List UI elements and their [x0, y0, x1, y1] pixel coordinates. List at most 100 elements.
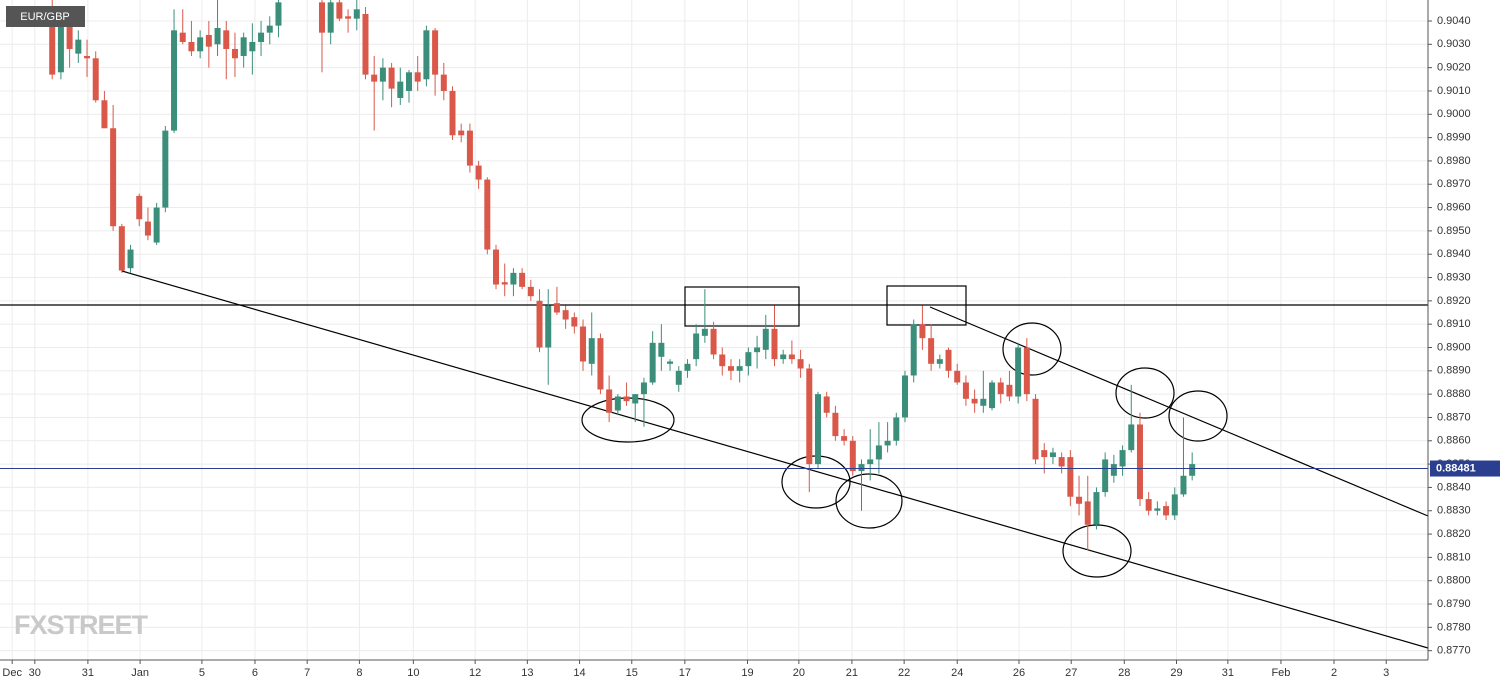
candle-body	[379, 67, 386, 82]
candle-body	[501, 282, 508, 285]
candle-body	[1015, 347, 1022, 397]
candle-body	[353, 9, 360, 19]
candle-body	[545, 305, 552, 348]
y-tick-label: 0.8770	[1437, 645, 1471, 657]
candle-body	[623, 396, 630, 402]
candle-body	[179, 32, 186, 42]
annotations	[0, 270, 1428, 649]
candle-body	[667, 361, 674, 364]
x-tick-label: 2	[1331, 667, 1337, 679]
candle-body	[57, 20, 64, 73]
candle-body	[902, 375, 909, 418]
candle-body	[867, 459, 874, 465]
x-tick-label: 3	[1383, 667, 1389, 679]
upper-trend-line	[929, 306, 1428, 517]
x-tick-label: 24	[951, 667, 963, 679]
candle-body	[1076, 496, 1083, 504]
last-price-label: 0.88481	[1436, 462, 1476, 474]
candle-body	[684, 363, 691, 371]
y-tick-label: 0.8920	[1437, 295, 1471, 307]
candle-body	[675, 370, 682, 385]
candle-body	[318, 2, 325, 33]
x-tick-label: 10	[407, 667, 419, 679]
y-tick-label: 0.8870	[1437, 411, 1471, 423]
ellipse-marker	[1168, 390, 1228, 442]
candle-body	[884, 440, 891, 446]
x-tick-label: 8	[356, 667, 362, 679]
candle-body	[197, 37, 204, 52]
candle-body	[771, 328, 778, 360]
candle-body	[371, 74, 378, 82]
ellipse-marker	[1002, 322, 1062, 376]
y-tick-label: 0.9040	[1437, 15, 1471, 27]
x-tick-label: 31	[82, 667, 94, 679]
candle-body	[484, 179, 491, 250]
candle-body	[1110, 464, 1117, 476]
candle-body	[893, 417, 900, 441]
box-marker	[684, 286, 800, 327]
candle-body	[1189, 464, 1196, 476]
candle-body	[640, 382, 647, 395]
y-tick-label: 0.9020	[1437, 62, 1471, 74]
candle-body	[1032, 398, 1039, 460]
candle-body	[423, 30, 430, 80]
lower-trend-line	[121, 270, 1428, 649]
candle-body	[1180, 475, 1187, 495]
x-tick-label: 29	[1170, 667, 1182, 679]
candle-body	[519, 272, 526, 287]
candle-body	[49, 9, 56, 75]
candle-body	[971, 398, 978, 404]
candle-body	[397, 81, 404, 98]
candle-body	[1145, 499, 1152, 511]
candle-body	[945, 349, 952, 371]
candle-body	[118, 226, 125, 271]
y-tick-label: 0.8960	[1437, 201, 1471, 213]
candle-body	[440, 74, 447, 91]
candle-body	[275, 2, 282, 26]
candle-body	[597, 338, 604, 390]
candle-body	[162, 130, 169, 208]
y-tick-label: 0.8900	[1437, 341, 1471, 353]
candle-body	[710, 328, 717, 355]
candle-body	[223, 30, 230, 49]
candle-body	[510, 272, 517, 285]
last-price-badge	[1430, 460, 1500, 477]
y-tick-label: 0.8990	[1437, 132, 1471, 144]
candle-body	[910, 324, 917, 376]
candle-body	[1154, 508, 1161, 511]
x-tick-label: Dec	[2, 667, 22, 679]
y-tick-label: 0.8950	[1437, 225, 1471, 237]
x-tick-label: 15	[626, 667, 638, 679]
candle-body	[432, 30, 439, 75]
candle-body	[1163, 506, 1170, 516]
ellipse-marker	[1115, 367, 1175, 419]
candle-body	[527, 286, 534, 297]
x-tick-label: 19	[741, 667, 753, 679]
candle-body	[1119, 450, 1126, 467]
y-tick-label: 0.8980	[1437, 155, 1471, 167]
x-tick-label: 30	[29, 667, 41, 679]
candle-body	[1067, 457, 1074, 497]
candle-body	[1093, 492, 1100, 525]
candle-body	[980, 398, 987, 406]
candle-body	[989, 382, 996, 409]
candle-body	[171, 30, 178, 131]
candle-body	[936, 359, 943, 364]
candle-body	[754, 347, 761, 353]
symbol-label: EUR/GBP	[20, 11, 70, 23]
y-tick-label: 0.9010	[1437, 85, 1471, 97]
y-tick-label: 0.8890	[1437, 365, 1471, 377]
candle-body	[832, 412, 839, 437]
y-tick-label: 0.8940	[1437, 248, 1471, 260]
y-tick-label: 0.8930	[1437, 271, 1471, 283]
y-tick-label: 0.8910	[1437, 318, 1471, 330]
candle-body	[727, 366, 734, 371]
candle-body	[580, 326, 587, 362]
candle-body	[997, 382, 1004, 395]
candle-body	[814, 394, 821, 465]
candle-body	[1102, 459, 1109, 493]
candle-body	[1058, 457, 1065, 467]
candle-body	[701, 328, 708, 336]
candle-body	[875, 445, 882, 460]
